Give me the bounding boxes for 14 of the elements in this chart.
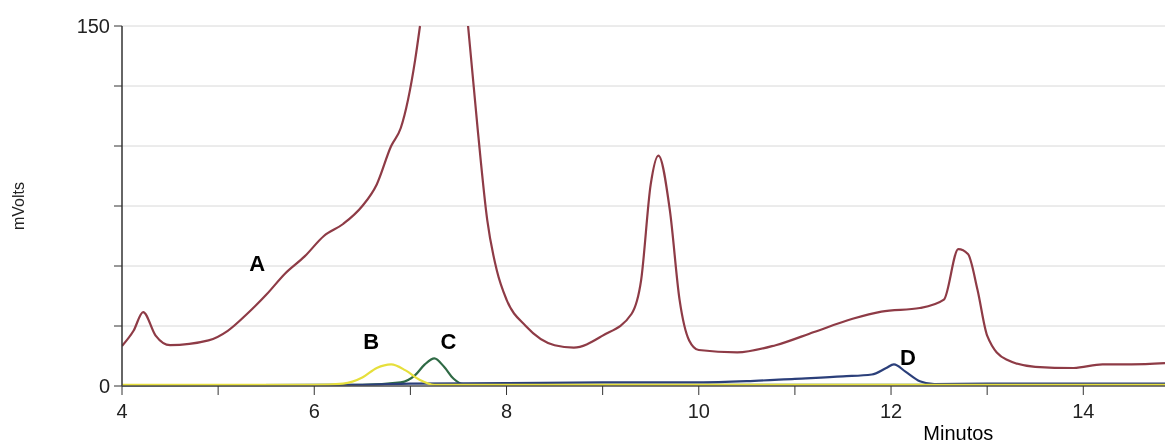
y-tick-label: 0 [98, 375, 110, 397]
x-axis-title: Minutos [923, 422, 994, 444]
y-tick-label: 150 [76, 15, 110, 37]
x-tick-label: 6 [308, 400, 320, 422]
x-tick-label: 10 [687, 400, 710, 422]
x-tick-label: 14 [1072, 400, 1095, 422]
annotation: A [249, 250, 266, 276]
x-tick-label: 8 [500, 400, 513, 422]
annotation: C [440, 329, 457, 355]
x-tick-label: 4 [116, 400, 128, 422]
x-tick-label: 12 [879, 400, 903, 422]
y-axis-title: mVolts [10, 181, 27, 231]
annotation: B [363, 329, 380, 355]
annotation: D [899, 345, 916, 371]
